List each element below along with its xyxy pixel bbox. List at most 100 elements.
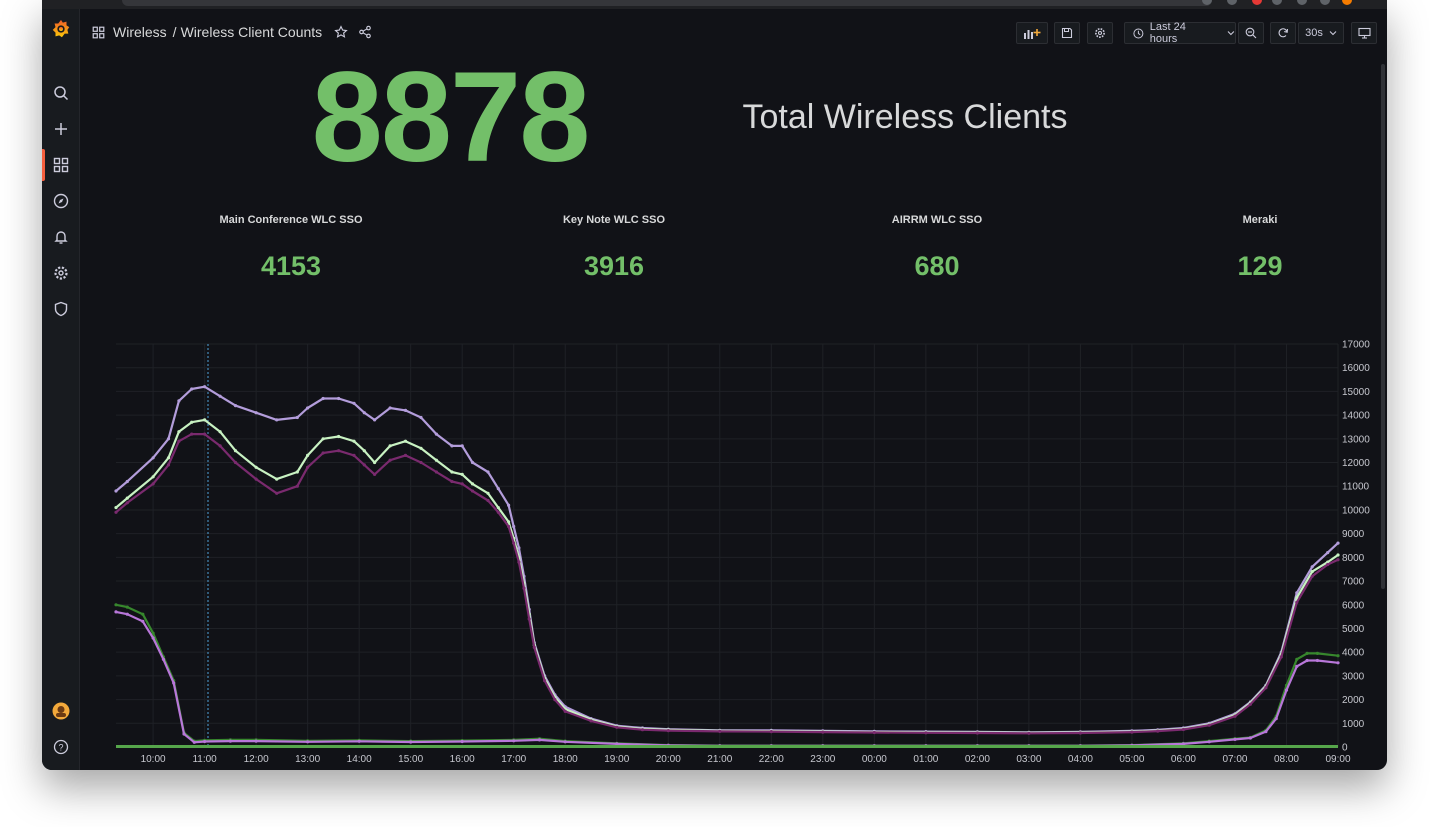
series-point (450, 444, 454, 448)
breadcrumb-separator: / (172, 24, 177, 40)
extension-icon[interactable] (1202, 0, 1212, 5)
series-point (1248, 736, 1252, 740)
stat-panel-title: Key Note WLC SSO (562, 214, 666, 226)
y-tick-label: 13000 (1342, 434, 1370, 445)
extension-icon[interactable] (1320, 0, 1330, 5)
series-point (182, 732, 186, 736)
search-icon[interactable] (51, 83, 71, 103)
series-point (563, 740, 567, 744)
series-point (1326, 562, 1330, 567)
series-point (337, 449, 341, 453)
series-point (161, 657, 165, 661)
series-point (306, 406, 310, 410)
extension-icon[interactable] (1272, 0, 1282, 5)
series-point (141, 612, 145, 616)
series-point (151, 636, 155, 640)
series-point (403, 453, 408, 457)
y-tick-label: 11000 (1342, 482, 1370, 493)
dashboard-settings-button[interactable] (1087, 22, 1113, 44)
help-icon[interactable]: ? (51, 737, 71, 757)
series-point (295, 415, 299, 420)
series-point (532, 645, 536, 650)
series-point (512, 739, 516, 743)
shield-icon[interactable] (51, 299, 71, 319)
profile-avatar-icon[interactable] (1342, 0, 1352, 5)
series-point (1274, 717, 1278, 721)
extension-icon[interactable] (1227, 0, 1237, 5)
series-point (254, 465, 258, 469)
plus-icon[interactable] (51, 119, 71, 139)
monitor-icon (1357, 27, 1371, 39)
x-tick-label: 09:00 (1325, 754, 1350, 765)
series-point (362, 411, 366, 415)
series-point (1130, 730, 1134, 734)
dashboards-icon[interactable] (51, 155, 71, 175)
refresh-interval-picker[interactable]: 30s (1298, 22, 1344, 44)
series-line-2[interactable] (115, 433, 1339, 735)
stat-panel-value: 3916 (583, 251, 645, 281)
chevron-down-icon (1227, 31, 1235, 36)
x-tick-label: 14:00 (347, 754, 372, 765)
add-panel-button[interactable] (1016, 22, 1048, 44)
breadcrumb-folder-link[interactable]: Wireless (113, 24, 167, 40)
series-point (275, 477, 279, 481)
zoom-out-icon (1245, 27, 1257, 39)
series-point (1295, 657, 1299, 661)
series-point (114, 510, 118, 514)
dashboard-title[interactable]: Wireless Client Counts (180, 24, 323, 40)
series-point (589, 719, 593, 723)
dashboard-navbar: Wireless / Wireless Client Counts Last 2… (80, 9, 1387, 57)
series-line-1[interactable] (115, 418, 1339, 734)
series-point (1310, 570, 1314, 574)
series-point (295, 484, 299, 488)
series-point (151, 456, 155, 460)
x-tick-label: 23:00 (810, 754, 835, 765)
gear-icon[interactable] (51, 263, 71, 283)
series-point (1336, 558, 1340, 562)
series-point (306, 740, 310, 744)
series-point (254, 739, 258, 743)
series-point (527, 617, 531, 621)
browser-toolbar (42, 0, 1387, 9)
series-point (460, 739, 464, 744)
series-point (166, 437, 171, 441)
extension-badge-icon[interactable] (1252, 0, 1262, 5)
address-bar[interactable] (122, 0, 1212, 6)
series-point (125, 605, 129, 609)
time-range-picker[interactable]: Last 24 hours (1124, 21, 1236, 45)
series-line-3[interactable] (115, 603, 1339, 747)
bell-icon[interactable] (51, 227, 71, 247)
series-point (450, 470, 454, 474)
series-point (233, 404, 238, 408)
series-point (470, 482, 475, 486)
series-point (419, 460, 423, 465)
series-point (496, 510, 500, 514)
series-point (1310, 565, 1314, 569)
series-point (141, 619, 145, 624)
x-tick-label: 11:00 (192, 754, 217, 765)
grafana-logo-icon[interactable] (50, 18, 72, 40)
series-point (434, 432, 438, 436)
dashboard-panels: 8878 Total Wireless Clients Main Confere… (80, 46, 1387, 770)
page-scrollbar[interactable] (1381, 64, 1385, 589)
client-count-timeseries[interactable]: 0 1000 2000 3000 4000 5000 6000 7000 8000 9000 100… (42, 0, 1387, 770)
zoom-out-button[interactable] (1238, 22, 1264, 44)
y-tick-label: 17000 (1342, 340, 1370, 351)
save-dashboard-button[interactable] (1054, 22, 1080, 44)
star-icon[interactable] (334, 25, 348, 39)
series-point (352, 439, 356, 443)
compass-icon[interactable] (51, 191, 71, 211)
series-point (419, 415, 423, 420)
side-menu: ? (42, 9, 80, 770)
share-icon[interactable] (358, 25, 372, 39)
user-avatar-icon[interactable] (51, 701, 71, 721)
refresh-button[interactable] (1270, 22, 1296, 44)
y-tick-label: 3000 (1342, 671, 1365, 682)
series-point (1315, 651, 1319, 656)
refresh-interval-label: 30s (1305, 27, 1323, 39)
tv-mode-button[interactable] (1351, 22, 1377, 44)
series-line-4[interactable] (115, 610, 1339, 747)
extension-icon[interactable] (1297, 0, 1307, 5)
series-point (486, 470, 490, 474)
series-point (125, 501, 129, 505)
